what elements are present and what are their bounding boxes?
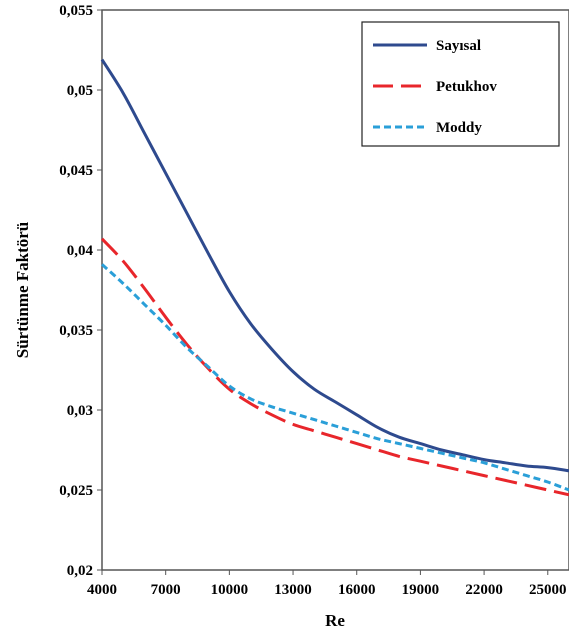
series-line-2 [100,237,569,497]
y-tick-label: 0,03 [67,403,93,419]
x-tick-label: 10000 [211,582,249,598]
x-tick-label: 16000 [338,582,376,598]
y-tick-label: 0,04 [67,243,94,259]
x-tick-label: 13000 [274,582,312,598]
x-tick-label: 22000 [465,582,503,598]
x-tick-label: 4000 [87,582,117,598]
legend-box [361,21,560,147]
plot-frame [101,9,569,571]
x-tick-label: 7000 [151,582,181,598]
y-tick-label: 0,035 [59,323,93,339]
legend-label-sayisal: Sayısal [436,38,481,54]
y-tick-label: 0,05 [67,83,93,99]
x-tick-label: 19000 [402,582,440,598]
y-tick-label: 0,055 [59,3,93,19]
y-axis-title: Sürtünme Faktörü [13,222,32,358]
x-axis-ticks: 4000 7000 10000 13000 16000 19000 22000 25000 [87,570,567,598]
series-layer [100,58,569,497]
y-tick-label: 0,02 [67,563,93,579]
y-tick-label: 0,025 [59,483,93,499]
y-axis-ticks: 0,02 0,025 0,03 0,035 0,04 0,045 0,05 0,055 [59,3,102,579]
series-line-1 [100,58,569,473]
x-tick-label: 25000 [529,582,567,598]
legend-label-moddy: Moddy [436,120,482,136]
legend: Sayısal Petukhov Moddy [361,21,560,147]
x-axis-title: Re [325,611,345,630]
legend-label-petukhov: Petukhov [436,79,497,95]
series-line-3 [100,263,569,492]
y-tick-label: 0,045 [59,163,93,179]
